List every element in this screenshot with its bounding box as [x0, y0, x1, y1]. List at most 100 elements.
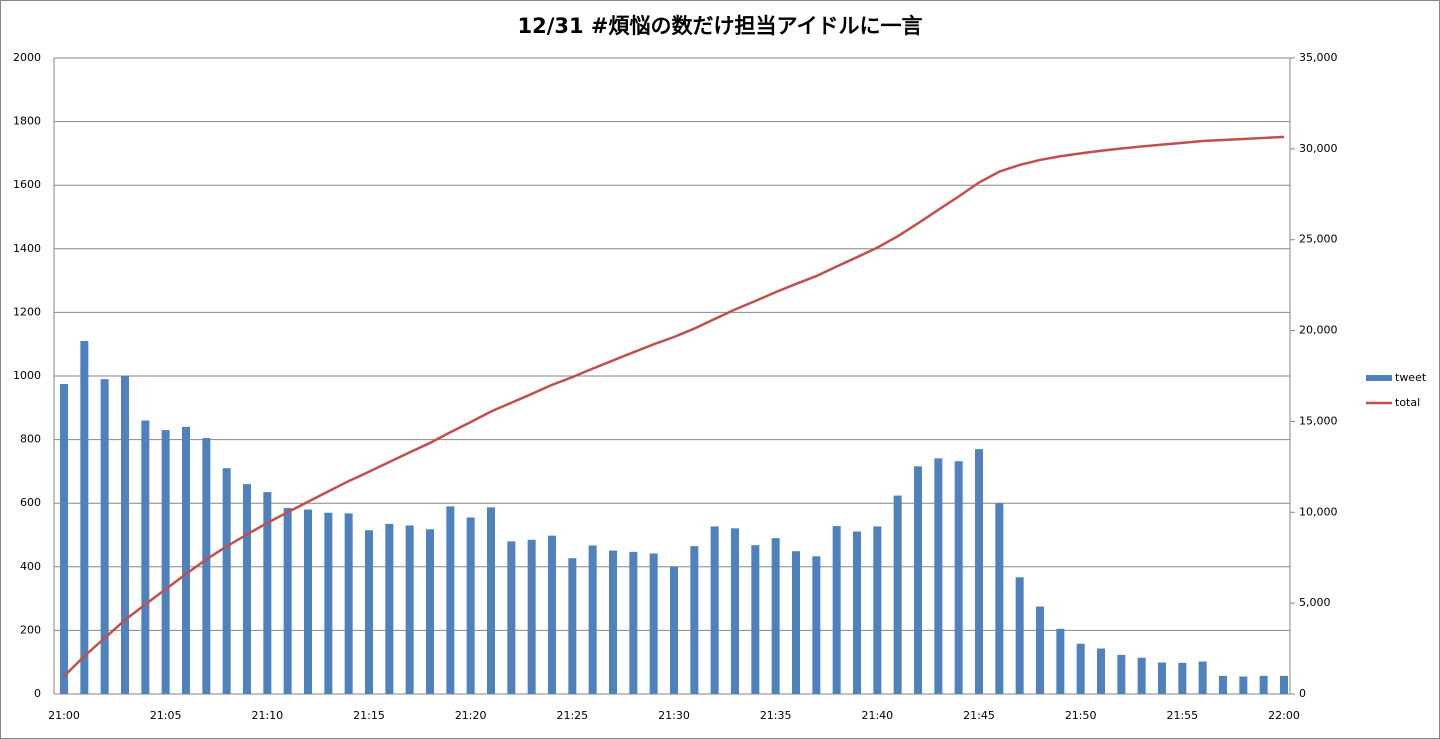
x-tick-label: 21:35 [760, 709, 792, 722]
bar [507, 541, 516, 694]
y2-tick-label: 15,000 [1299, 414, 1338, 427]
bar [1239, 676, 1248, 694]
bar [710, 526, 719, 694]
y2-tick-label: 25,000 [1299, 233, 1338, 246]
bar [670, 566, 678, 694]
bar [1178, 662, 1187, 694]
bar [182, 426, 190, 694]
bar [60, 383, 68, 694]
y-tick-label: 1600 [13, 178, 41, 191]
y2-tick-label: 30,000 [1299, 142, 1338, 155]
bar [954, 461, 963, 694]
bar [1056, 628, 1065, 694]
bar [792, 551, 800, 694]
legend-label: tweet [1395, 371, 1427, 384]
bar [1137, 657, 1146, 694]
x-tick-label: 21:55 [1166, 709, 1198, 722]
bar [527, 539, 536, 694]
y-tick-label: 1000 [13, 369, 41, 382]
bar [202, 438, 211, 694]
bar [934, 458, 943, 694]
bar [548, 535, 556, 694]
y-tick-label: 600 [20, 496, 41, 509]
bar [588, 545, 597, 694]
bar [304, 509, 312, 694]
y2-tick-label: 20,000 [1299, 324, 1338, 337]
bar [629, 551, 638, 694]
bar [283, 507, 292, 694]
bar [405, 525, 414, 694]
bar [771, 538, 780, 694]
bar [365, 530, 373, 694]
bar [1280, 675, 1288, 694]
bar [161, 430, 170, 694]
bar [995, 503, 1004, 694]
bar [141, 420, 150, 694]
bar [914, 466, 922, 694]
y-tick-label: 800 [20, 433, 41, 446]
x-tick-label: 21:00 [48, 709, 80, 722]
bar [121, 376, 129, 694]
bar [609, 550, 617, 694]
y-tick-label: 1200 [13, 305, 41, 318]
bar [832, 526, 841, 694]
bar [324, 512, 333, 694]
bar [751, 545, 760, 694]
y2-tick-label: 5,000 [1299, 596, 1331, 609]
bar [690, 546, 699, 694]
bar [853, 531, 861, 694]
chart-title: 12/31 #煩悩の数だけ担当アイドルに一言 [518, 14, 923, 38]
y2-tick-label: 0 [1299, 687, 1306, 700]
bar [263, 492, 272, 694]
y-tick-label: 1400 [13, 242, 41, 255]
bar [1198, 661, 1207, 694]
bar [1117, 654, 1126, 694]
x-tick-label: 21:15 [353, 709, 385, 722]
bar [243, 484, 251, 694]
bar [893, 495, 902, 694]
bar [446, 506, 455, 694]
y-tick-label: 2000 [13, 51, 41, 64]
x-tick-label: 21:30 [658, 709, 690, 722]
y2-tick-label: 10,000 [1299, 505, 1338, 518]
bar [1036, 606, 1044, 694]
legend-label: total [1395, 396, 1420, 409]
bar [344, 513, 353, 694]
x-tick-label: 21:05 [150, 709, 182, 722]
bar [873, 526, 882, 694]
x-tick-label: 21:45 [963, 709, 995, 722]
bar [1259, 675, 1268, 694]
bar [975, 449, 983, 694]
x-tick-label: 21:40 [861, 709, 893, 722]
bar [649, 553, 658, 694]
bar [812, 556, 821, 694]
x-tick-label: 22:00 [1268, 709, 1300, 722]
bar [1219, 675, 1227, 694]
bar [1015, 577, 1024, 694]
bar [731, 528, 739, 694]
bar [568, 558, 577, 694]
bar [1076, 643, 1085, 694]
y-tick-label: 0 [34, 687, 41, 700]
bar [222, 468, 231, 694]
y2-tick-label: 35,000 [1299, 51, 1338, 64]
legend-swatch [1366, 375, 1392, 381]
y-tick-label: 1800 [13, 115, 41, 128]
bar [426, 529, 434, 694]
y-tick-label: 200 [20, 623, 41, 636]
line [63, 135, 1285, 678]
bar [1097, 648, 1105, 694]
y-tick-label: 400 [20, 560, 41, 573]
bar [466, 517, 475, 694]
bar [487, 507, 495, 694]
x-tick-label: 21:10 [251, 709, 283, 722]
x-tick-label: 21:20 [455, 709, 487, 722]
x-tick-label: 21:50 [1065, 709, 1097, 722]
bar [385, 523, 394, 694]
bar [80, 341, 89, 694]
bar [1158, 662, 1166, 694]
bar [100, 379, 109, 694]
x-tick-label: 21:25 [556, 709, 588, 722]
